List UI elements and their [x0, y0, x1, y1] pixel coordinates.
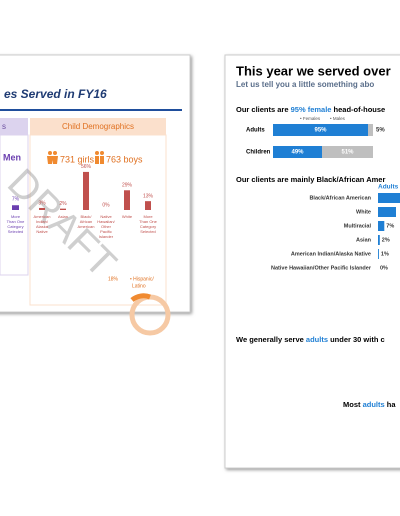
row-label: Adults: [246, 128, 265, 134]
age-heading: We generally serve adults under 30 with …: [236, 335, 385, 344]
row-label: Asian: [356, 237, 372, 243]
text: adults: [306, 335, 328, 344]
value-label: 0%: [102, 202, 110, 208]
household-heading: Our clients are 95% female head-of-house: [236, 105, 385, 114]
value-label: 56%: [81, 164, 92, 170]
bar-label: Islander: [99, 234, 114, 239]
row-label: White: [356, 209, 371, 215]
text: Most: [343, 400, 363, 409]
bar-label: Than One: [139, 219, 158, 224]
section-header: [0, 118, 28, 135]
row-label: American Indian/Alaska Native: [291, 251, 371, 257]
bar-label: Native: [100, 214, 112, 219]
bar: [273, 124, 368, 136]
bar-label: Than One: [7, 219, 26, 224]
bar-label: Other: [101, 224, 112, 229]
value-label: 13%: [143, 193, 154, 199]
bar-label: Pacific: [100, 229, 112, 234]
bar-label: American: [78, 224, 95, 229]
value-label: 51%: [341, 150, 354, 156]
right-subtitle: Let us tell you a little something abo: [236, 80, 374, 89]
bar: [145, 201, 151, 210]
girls-count: 731 girls: [60, 154, 95, 164]
bar: [273, 146, 322, 158]
value-label: 3%: [38, 200, 46, 206]
value-label: 0%: [380, 265, 388, 271]
text: under 30 with c: [328, 335, 385, 344]
race-heading: Our clients are mainly Black/African Ame…: [236, 175, 385, 184]
value-label: 7%: [12, 197, 20, 203]
text: Our clients are: [236, 105, 291, 114]
section-box: [0, 134, 29, 276]
row-label: Native Hawaiian/Other Pacific Islander: [271, 265, 372, 271]
text: adults: [363, 400, 385, 409]
row-label: Multiracial: [344, 223, 372, 229]
row-label: Children: [246, 150, 271, 156]
bar-label: Asian: [58, 214, 68, 219]
bar-label: American: [34, 214, 51, 219]
bar: [39, 207, 45, 210]
bar: [12, 205, 19, 210]
value-label: 29%: [122, 183, 133, 189]
legend-entry: • Males: [330, 116, 346, 121]
bar: [368, 124, 373, 136]
bar: [378, 249, 379, 259]
donut-legend: Latino: [132, 283, 146, 289]
bar: [60, 208, 66, 210]
bar: [124, 190, 130, 210]
bar: [378, 193, 400, 203]
bar-label: More: [143, 214, 153, 219]
donut-label: 18%: [108, 276, 119, 282]
right-title: This year we served over: [236, 63, 391, 78]
text: head-of-house: [331, 105, 385, 114]
left-page: [0, 54, 191, 313]
donut-slice: [130, 293, 151, 303]
bar-label: Indian/: [36, 219, 49, 224]
value-label: 49%: [291, 150, 304, 156]
bar-label: Native: [36, 229, 48, 234]
value-label: 1%: [381, 251, 389, 257]
series-name: Adults: [378, 184, 399, 191]
bar: [378, 207, 396, 217]
section-box: [29, 134, 167, 306]
value-label: 2%: [382, 237, 390, 243]
text: 95% female: [291, 105, 332, 114]
text: We generally serve: [236, 335, 306, 344]
bar: [83, 171, 89, 210]
bar-label: White: [122, 214, 133, 219]
bar: [378, 221, 385, 231]
value-label: 95%: [314, 128, 327, 134]
bar-label: Hawaiian/: [97, 219, 115, 224]
section-title: s: [2, 122, 6, 131]
text: ha: [385, 400, 397, 409]
bar-label: Selected: [8, 229, 24, 234]
bar-label: Category: [7, 224, 23, 229]
value-label: 5%: [376, 128, 385, 134]
value-label: 7%: [386, 223, 394, 229]
donut-legend: • Hispanic/: [130, 276, 154, 282]
bar-label: Alaska: [36, 224, 49, 229]
left-title: es Served in FY16: [4, 87, 107, 101]
bar: [322, 146, 373, 158]
row-label: Black/African American: [309, 195, 371, 201]
boys-count: 763 boys: [106, 154, 143, 164]
bar-label: More: [11, 214, 21, 219]
bar-label: Selected: [140, 229, 156, 234]
bar-label: Black/: [81, 214, 93, 219]
person-icons: [47, 151, 104, 164]
section-header: [30, 118, 166, 135]
bar: [378, 235, 380, 245]
section-title: Child Demographics: [62, 122, 134, 131]
bar-label: Category: [140, 224, 156, 229]
legend-entry: • Females: [300, 116, 321, 121]
bar-label: African: [80, 219, 92, 224]
footer-heading: Most adults ha: [343, 400, 396, 409]
value-label: 2%: [59, 201, 67, 207]
right-page: [224, 54, 400, 469]
men-label: Men: [3, 152, 21, 162]
